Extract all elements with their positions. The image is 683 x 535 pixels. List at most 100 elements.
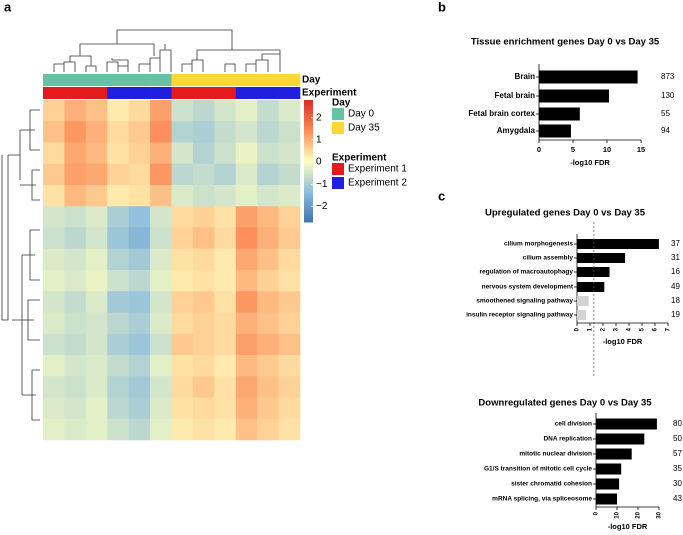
heatmap-cell	[85, 248, 108, 271]
annotation-cell	[171, 87, 194, 99]
heatmap-cell	[107, 376, 129, 398]
colorbar-tick-label: 0	[316, 157, 322, 168]
heatmap-cell	[43, 121, 65, 143]
heatmap-cell	[278, 355, 301, 377]
heatmap-cell	[171, 333, 194, 356]
heatmap-cell	[64, 355, 87, 377]
heatmap-cell	[128, 355, 151, 377]
annotation-cell	[107, 87, 129, 99]
colorbar-segment	[304, 165, 313, 168]
heatmap-cell	[278, 333, 301, 356]
annotation-cell	[171, 74, 194, 86]
heatmap-cell	[43, 291, 65, 313]
category-label: Fetal brain	[495, 91, 536, 100]
heatmap-cell	[150, 376, 172, 398]
heatmap-cell	[128, 142, 151, 165]
colorbar-segment	[304, 199, 313, 203]
heatmap-cell	[192, 100, 215, 122]
x-tick-label: 30	[657, 511, 663, 518]
bar	[596, 418, 657, 430]
bar	[577, 267, 610, 277]
colorbar-segment	[304, 154, 313, 158]
colorbar-segment	[304, 106, 313, 109]
annotation-cell	[150, 74, 172, 86]
count-label: 18	[671, 296, 680, 305]
heatmap-cell	[214, 418, 237, 441]
heatmap-cell	[192, 142, 215, 165]
heatmap-cell	[257, 163, 279, 186]
colorbar-segment	[304, 201, 313, 205]
heatmap-cell	[107, 248, 129, 271]
colorbar-segment	[304, 161, 313, 164]
annotation-cell	[128, 87, 151, 99]
heatmap-cell	[235, 312, 258, 335]
heatmap-cell	[85, 291, 108, 313]
bar	[596, 433, 645, 445]
annotation-label: Experiment	[302, 88, 357, 99]
x-axis-label: -log10 FDR	[603, 337, 643, 346]
heatmap-cell	[43, 376, 65, 398]
heatmap-cell	[107, 185, 129, 207]
heatmap-cell	[171, 142, 194, 165]
x-tick-label: 10	[603, 145, 611, 154]
legend-heading: Experiment	[332, 153, 387, 164]
heatmap-cell	[128, 376, 151, 398]
heatmap-cell	[85, 312, 108, 335]
heatmap-cell	[150, 121, 172, 143]
heatmap-cell	[43, 227, 65, 250]
colorbar-segment	[304, 104, 313, 107]
heatmap-cell	[128, 100, 151, 122]
annotation-cell	[43, 74, 65, 86]
heatmap-cell	[107, 291, 129, 313]
heatmap-cell	[107, 142, 129, 165]
heatmap-cell	[43, 163, 65, 186]
category-label: mRNA splicing, via spliceosome	[492, 496, 592, 503]
colorbar-segment	[304, 150, 313, 154]
category-label: G1/S transition of mitotic cell cycle	[484, 466, 592, 473]
heatmap-cell	[235, 142, 258, 165]
heatmap-cell	[214, 397, 237, 420]
annotation-cell	[278, 87, 301, 99]
x-tick-label: 20	[636, 511, 642, 518]
count-label: 35	[673, 464, 682, 473]
heatmap-cell	[128, 121, 151, 143]
heatmap-cell	[257, 397, 279, 420]
annotation-label: Day	[302, 75, 321, 86]
colorbar-tick-label: 1	[316, 135, 322, 146]
heatmap-cell	[235, 333, 258, 356]
colorbar-segment	[304, 114, 313, 117]
heatmap-cell	[150, 206, 172, 228]
category-label: mitotic nuclear division	[519, 451, 592, 458]
colorbar-segment	[304, 209, 313, 213]
colorbar-segment	[304, 187, 313, 190]
heatmap-cell	[214, 291, 237, 313]
colorbar-segment	[304, 183, 313, 186]
count-label: 94	[661, 126, 670, 135]
heatmap-cell	[85, 376, 108, 398]
heatmap-cell	[128, 312, 151, 335]
heatmap-cell	[235, 248, 258, 271]
legend-swatch	[332, 108, 344, 120]
heatmap-cell	[257, 355, 279, 377]
annotation-cell	[214, 87, 237, 99]
heatmap-cell	[278, 163, 301, 186]
legend-label: Experiment 2	[348, 178, 407, 189]
heatmap-cell	[150, 227, 172, 250]
category-label: DNA replication	[543, 436, 592, 443]
colorbar-segment	[304, 126, 313, 129]
heatmap-cell	[128, 418, 151, 441]
heatmap-cell	[43, 355, 65, 377]
colorbar-segment	[304, 156, 313, 160]
annotation-cell	[278, 74, 301, 86]
colorbar-segment	[304, 177, 313, 180]
category-label: nervous system development	[482, 284, 574, 291]
heatmap-cell	[64, 185, 87, 207]
heatmap-cell	[64, 397, 87, 420]
count-label: 49	[671, 282, 680, 291]
heatmap-cell	[235, 206, 258, 228]
heatmap-cell	[150, 397, 172, 420]
colorbar-segment	[304, 219, 313, 223]
heatmap-cell	[85, 227, 108, 250]
heatmap-cell	[192, 418, 215, 441]
colorbar-segment	[304, 136, 313, 140]
